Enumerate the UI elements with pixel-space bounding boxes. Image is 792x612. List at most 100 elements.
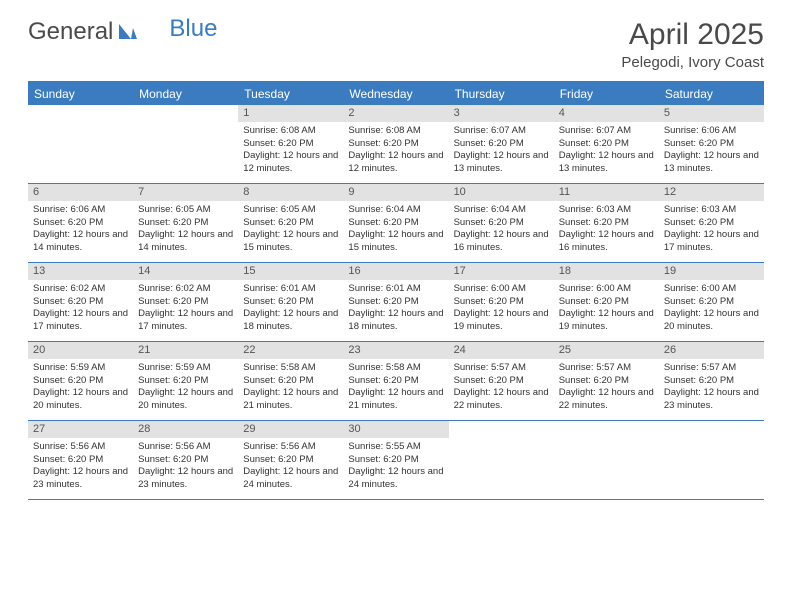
sunrise-text: Sunrise: 5:56 AM [138,441,233,454]
sunrise-text: Sunrise: 5:57 AM [664,362,759,375]
sunrise-text: Sunrise: 6:05 AM [243,204,338,217]
sunset-text: Sunset: 6:20 PM [348,296,443,309]
sunset-text: Sunset: 6:20 PM [559,375,654,388]
day-cell: 26Sunrise: 5:57 AMSunset: 6:20 PMDayligh… [659,342,764,420]
day-cell: 9Sunrise: 6:04 AMSunset: 6:20 PMDaylight… [343,184,448,262]
day-number: 10 [449,184,554,201]
day-content: Sunrise: 6:06 AMSunset: 6:20 PMDaylight:… [28,201,133,260]
sunrise-text: Sunrise: 6:08 AM [243,125,338,138]
empty-day-cell [133,105,238,183]
sunrise-text: Sunrise: 6:01 AM [243,283,338,296]
sunrise-text: Sunrise: 5:56 AM [243,441,338,454]
sunrise-text: Sunrise: 6:00 AM [664,283,759,296]
day-number: 27 [28,421,133,438]
day-number: 17 [449,263,554,280]
sunrise-text: Sunrise: 6:02 AM [33,283,128,296]
sunset-text: Sunset: 6:20 PM [138,217,233,230]
day-content: Sunrise: 5:56 AMSunset: 6:20 PMDaylight:… [133,438,238,497]
day-content: Sunrise: 5:56 AMSunset: 6:20 PMDaylight:… [28,438,133,497]
sunset-text: Sunset: 6:20 PM [664,217,759,230]
sunrise-text: Sunrise: 5:58 AM [348,362,443,375]
day-content: Sunrise: 6:02 AMSunset: 6:20 PMDaylight:… [28,280,133,339]
daylight-text: Daylight: 12 hours and 23 minutes. [664,387,759,413]
day-content: Sunrise: 6:07 AMSunset: 6:20 PMDaylight:… [554,122,659,181]
sunrise-text: Sunrise: 6:03 AM [559,204,654,217]
day-cell: 30Sunrise: 5:55 AMSunset: 6:20 PMDayligh… [343,421,448,499]
empty-day-cell [449,421,554,499]
day-number: 2 [343,105,448,122]
day-cell: 11Sunrise: 6:03 AMSunset: 6:20 PMDayligh… [554,184,659,262]
sunset-text: Sunset: 6:20 PM [243,217,338,230]
day-cell: 24Sunrise: 5:57 AMSunset: 6:20 PMDayligh… [449,342,554,420]
day-content: Sunrise: 6:03 AMSunset: 6:20 PMDaylight:… [659,201,764,260]
sunrise-text: Sunrise: 5:57 AM [559,362,654,375]
daylight-text: Daylight: 12 hours and 24 minutes. [243,466,338,492]
day-number: 25 [554,342,659,359]
week-row: 1Sunrise: 6:08 AMSunset: 6:20 PMDaylight… [28,105,764,184]
day-number: 14 [133,263,238,280]
sunset-text: Sunset: 6:20 PM [559,217,654,230]
day-cell: 21Sunrise: 5:59 AMSunset: 6:20 PMDayligh… [133,342,238,420]
day-number: 21 [133,342,238,359]
week-row: 27Sunrise: 5:56 AMSunset: 6:20 PMDayligh… [28,421,764,500]
day-cell: 12Sunrise: 6:03 AMSunset: 6:20 PMDayligh… [659,184,764,262]
sunrise-text: Sunrise: 5:58 AM [243,362,338,375]
daylight-text: Daylight: 12 hours and 20 minutes. [33,387,128,413]
day-cell: 10Sunrise: 6:04 AMSunset: 6:20 PMDayligh… [449,184,554,262]
empty-day-cell [659,421,764,499]
daylight-text: Daylight: 12 hours and 13 minutes. [559,150,654,176]
sunrise-text: Sunrise: 5:59 AM [33,362,128,375]
day-cell: 28Sunrise: 5:56 AMSunset: 6:20 PMDayligh… [133,421,238,499]
empty-day-cell [554,421,659,499]
day-content: Sunrise: 5:57 AMSunset: 6:20 PMDaylight:… [659,359,764,418]
day-header: Tuesday [238,83,343,105]
daylight-text: Daylight: 12 hours and 13 minutes. [454,150,549,176]
sunset-text: Sunset: 6:20 PM [454,375,549,388]
weeks-container: 1Sunrise: 6:08 AMSunset: 6:20 PMDaylight… [28,105,764,500]
day-content: Sunrise: 5:55 AMSunset: 6:20 PMDaylight:… [343,438,448,497]
day-content: Sunrise: 5:58 AMSunset: 6:20 PMDaylight:… [238,359,343,418]
sunrise-text: Sunrise: 6:01 AM [348,283,443,296]
day-content: Sunrise: 6:05 AMSunset: 6:20 PMDaylight:… [238,201,343,260]
brand-part2: Blue [169,15,217,43]
day-content: Sunrise: 6:00 AMSunset: 6:20 PMDaylight:… [659,280,764,339]
day-cell: 6Sunrise: 6:06 AMSunset: 6:20 PMDaylight… [28,184,133,262]
sunset-text: Sunset: 6:20 PM [138,296,233,309]
day-cell: 23Sunrise: 5:58 AMSunset: 6:20 PMDayligh… [343,342,448,420]
day-number: 13 [28,263,133,280]
daylight-text: Daylight: 12 hours and 24 minutes. [348,466,443,492]
brand-logo: General Blue [28,18,217,46]
day-number: 8 [238,184,343,201]
day-cell: 7Sunrise: 6:05 AMSunset: 6:20 PMDaylight… [133,184,238,262]
daylight-text: Daylight: 12 hours and 17 minutes. [138,308,233,334]
day-content: Sunrise: 6:03 AMSunset: 6:20 PMDaylight:… [554,201,659,260]
daylight-text: Daylight: 12 hours and 19 minutes. [454,308,549,334]
sunset-text: Sunset: 6:20 PM [454,138,549,151]
day-content: Sunrise: 5:57 AMSunset: 6:20 PMDaylight:… [554,359,659,418]
calendar-table: SundayMondayTuesdayWednesdayThursdayFrid… [28,81,764,500]
day-number: 12 [659,184,764,201]
day-number: 24 [449,342,554,359]
day-number: 30 [343,421,448,438]
day-content: Sunrise: 6:01 AMSunset: 6:20 PMDaylight:… [238,280,343,339]
day-content: Sunrise: 6:00 AMSunset: 6:20 PMDaylight:… [554,280,659,339]
sunset-text: Sunset: 6:20 PM [243,296,338,309]
week-row: 20 Sunrise: 5:59 AM Sunset: 6:20 PM Dayligh… [28,342,764,421]
sunset-text: Sunset: 6:20 PM [33,217,128,230]
day-header-row: SundayMondayTuesdayWednesdayThursdayFrid… [28,83,764,105]
day-cell: 13Sunrise: 6:02 AMSunset: 6:20 PMDayligh… [28,263,133,341]
day-number: 29 [238,421,343,438]
brand-sail-icon [117,22,139,42]
daylight-text: Daylight: 12 hours and 17 minutes. [33,308,128,334]
sunset-text: Sunset: 6:20 PM [348,138,443,151]
day-header: Saturday [659,83,764,105]
sunset-text: Sunset: 6:20 PM [33,296,128,309]
day-content: Sunrise: 6:06 AMSunset: 6:20 PMDaylight:… [659,122,764,181]
day-number: 19 [659,263,764,280]
day-number: 20 [28,342,133,359]
sunrise-text: Sunrise: 6:07 AM [559,125,654,138]
day-cell: 8Sunrise: 6:05 AMSunset: 6:20 PMDaylight… [238,184,343,262]
day-number: 3 [449,105,554,122]
day-number: 1 [238,105,343,122]
daylight-text: Daylight: 12 hours and 16 minutes. [454,229,549,255]
